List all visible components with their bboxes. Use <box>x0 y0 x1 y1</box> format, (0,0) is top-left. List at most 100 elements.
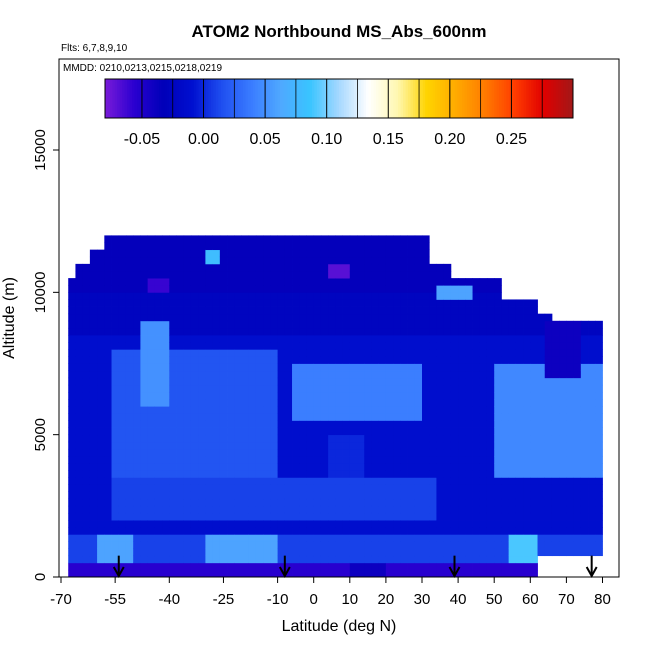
heatmap-cell <box>486 384 495 393</box>
heatmap-cell <box>162 391 170 400</box>
heatmap-cell <box>551 527 560 535</box>
heatmap-cell <box>89 555 98 564</box>
heatmap-cell <box>227 512 235 521</box>
heatmap-cell <box>486 335 495 343</box>
heatmap-cell <box>544 484 553 492</box>
heatmap-cell <box>306 292 315 300</box>
heatmap-cell <box>176 242 185 251</box>
colorbar-segment <box>390 79 394 118</box>
heatmap-cell <box>472 448 481 457</box>
heatmap-cell <box>320 434 329 443</box>
heatmap-cell <box>205 512 214 521</box>
heatmap-cell <box>349 441 358 450</box>
heatmap-cell <box>378 327 387 336</box>
heatmap-cell <box>198 406 206 414</box>
heatmap-cell <box>566 456 575 464</box>
heatmap-cell <box>429 263 437 272</box>
heatmap-cell <box>378 541 387 549</box>
heatmap-cell <box>349 370 358 379</box>
heatmap-cell <box>357 548 365 557</box>
heatmap-cell <box>364 384 372 393</box>
heatmap-cell <box>292 555 300 564</box>
heatmap-cell <box>566 377 575 386</box>
heatmap-cell <box>162 569 170 578</box>
heatmap-cell <box>458 498 466 507</box>
heatmap-cell <box>82 363 91 372</box>
heatmap-cell <box>68 306 76 315</box>
heatmap-cell <box>82 285 91 293</box>
heatmap-cell <box>292 356 300 364</box>
heatmap-cell <box>118 235 127 243</box>
heatmap-cell <box>255 505 264 514</box>
heatmap-cell <box>407 420 416 428</box>
heatmap-cell <box>140 456 149 464</box>
heatmap-cell <box>335 527 343 535</box>
heatmap-cell <box>393 356 401 364</box>
heatmap-cell <box>357 463 365 471</box>
heatmap-cell <box>450 491 459 500</box>
heatmap-cell <box>299 278 307 286</box>
heatmap-cell <box>465 434 473 443</box>
heatmap-cell <box>393 441 401 450</box>
heatmap-cell <box>248 278 257 286</box>
heatmap-cell <box>97 555 105 564</box>
heatmap-cell <box>349 569 358 578</box>
heatmap-cell <box>342 541 351 549</box>
heatmap-cell <box>422 320 430 329</box>
heatmap-cell <box>422 370 430 379</box>
heatmap-cell <box>450 527 459 535</box>
heatmap-cell <box>104 569 112 578</box>
heatmap-cell <box>190 569 199 578</box>
heatmap-cell <box>219 484 228 492</box>
heatmap-cell <box>205 249 214 258</box>
heatmap-cell <box>248 498 257 507</box>
heatmap-cell <box>407 342 416 350</box>
heatmap-cell <box>573 520 582 528</box>
heatmap-cell <box>183 541 192 549</box>
heatmap-cell <box>566 541 575 549</box>
heatmap-cell <box>378 406 387 414</box>
heatmap-cell <box>270 562 278 571</box>
x-tick-label: 0 <box>310 591 318 608</box>
heatmap-cell <box>465 463 473 471</box>
heatmap-cell <box>342 327 351 336</box>
heatmap-cell <box>198 541 206 549</box>
heatmap-cell <box>580 527 589 535</box>
heatmap-cell <box>443 420 452 428</box>
heatmap-cell <box>393 512 401 521</box>
colorbar-segment <box>371 79 374 118</box>
heatmap-cell <box>162 285 170 293</box>
heatmap-cell <box>205 335 214 343</box>
heatmap-cell <box>68 406 76 414</box>
heatmap-cell <box>299 441 307 450</box>
heatmap-cell <box>89 399 98 407</box>
heatmap-cell <box>147 456 156 464</box>
heatmap-cell <box>111 320 120 329</box>
heatmap-cell <box>422 363 430 372</box>
heatmap-cell <box>349 356 358 364</box>
heatmap-cell <box>357 377 365 386</box>
heatmap-cell <box>393 562 401 571</box>
heatmap-cell <box>292 278 300 286</box>
heatmap-cell <box>450 512 459 521</box>
heatmap-cell <box>378 427 387 436</box>
heatmap-cell <box>357 420 365 428</box>
heatmap-cell <box>299 256 307 265</box>
heatmap-cell <box>241 562 250 571</box>
heatmap-cell <box>176 463 185 471</box>
heatmap-cell <box>140 235 149 243</box>
heatmap-cell <box>118 484 127 492</box>
heatmap-cell <box>176 448 185 457</box>
heatmap-cell <box>407 356 416 364</box>
heatmap-cell <box>147 278 156 286</box>
heatmap-cell <box>227 399 235 407</box>
heatmap-cell <box>169 541 177 549</box>
heatmap-cell <box>515 335 524 343</box>
colorbar-tick-label: 0.10 <box>311 131 342 148</box>
heatmap-cell <box>544 320 553 329</box>
heatmap-cell <box>342 270 351 279</box>
heatmap-cell <box>335 320 343 329</box>
heatmap-cell <box>486 391 495 400</box>
heatmap-cell <box>378 306 387 315</box>
heatmap-cell <box>393 320 401 329</box>
